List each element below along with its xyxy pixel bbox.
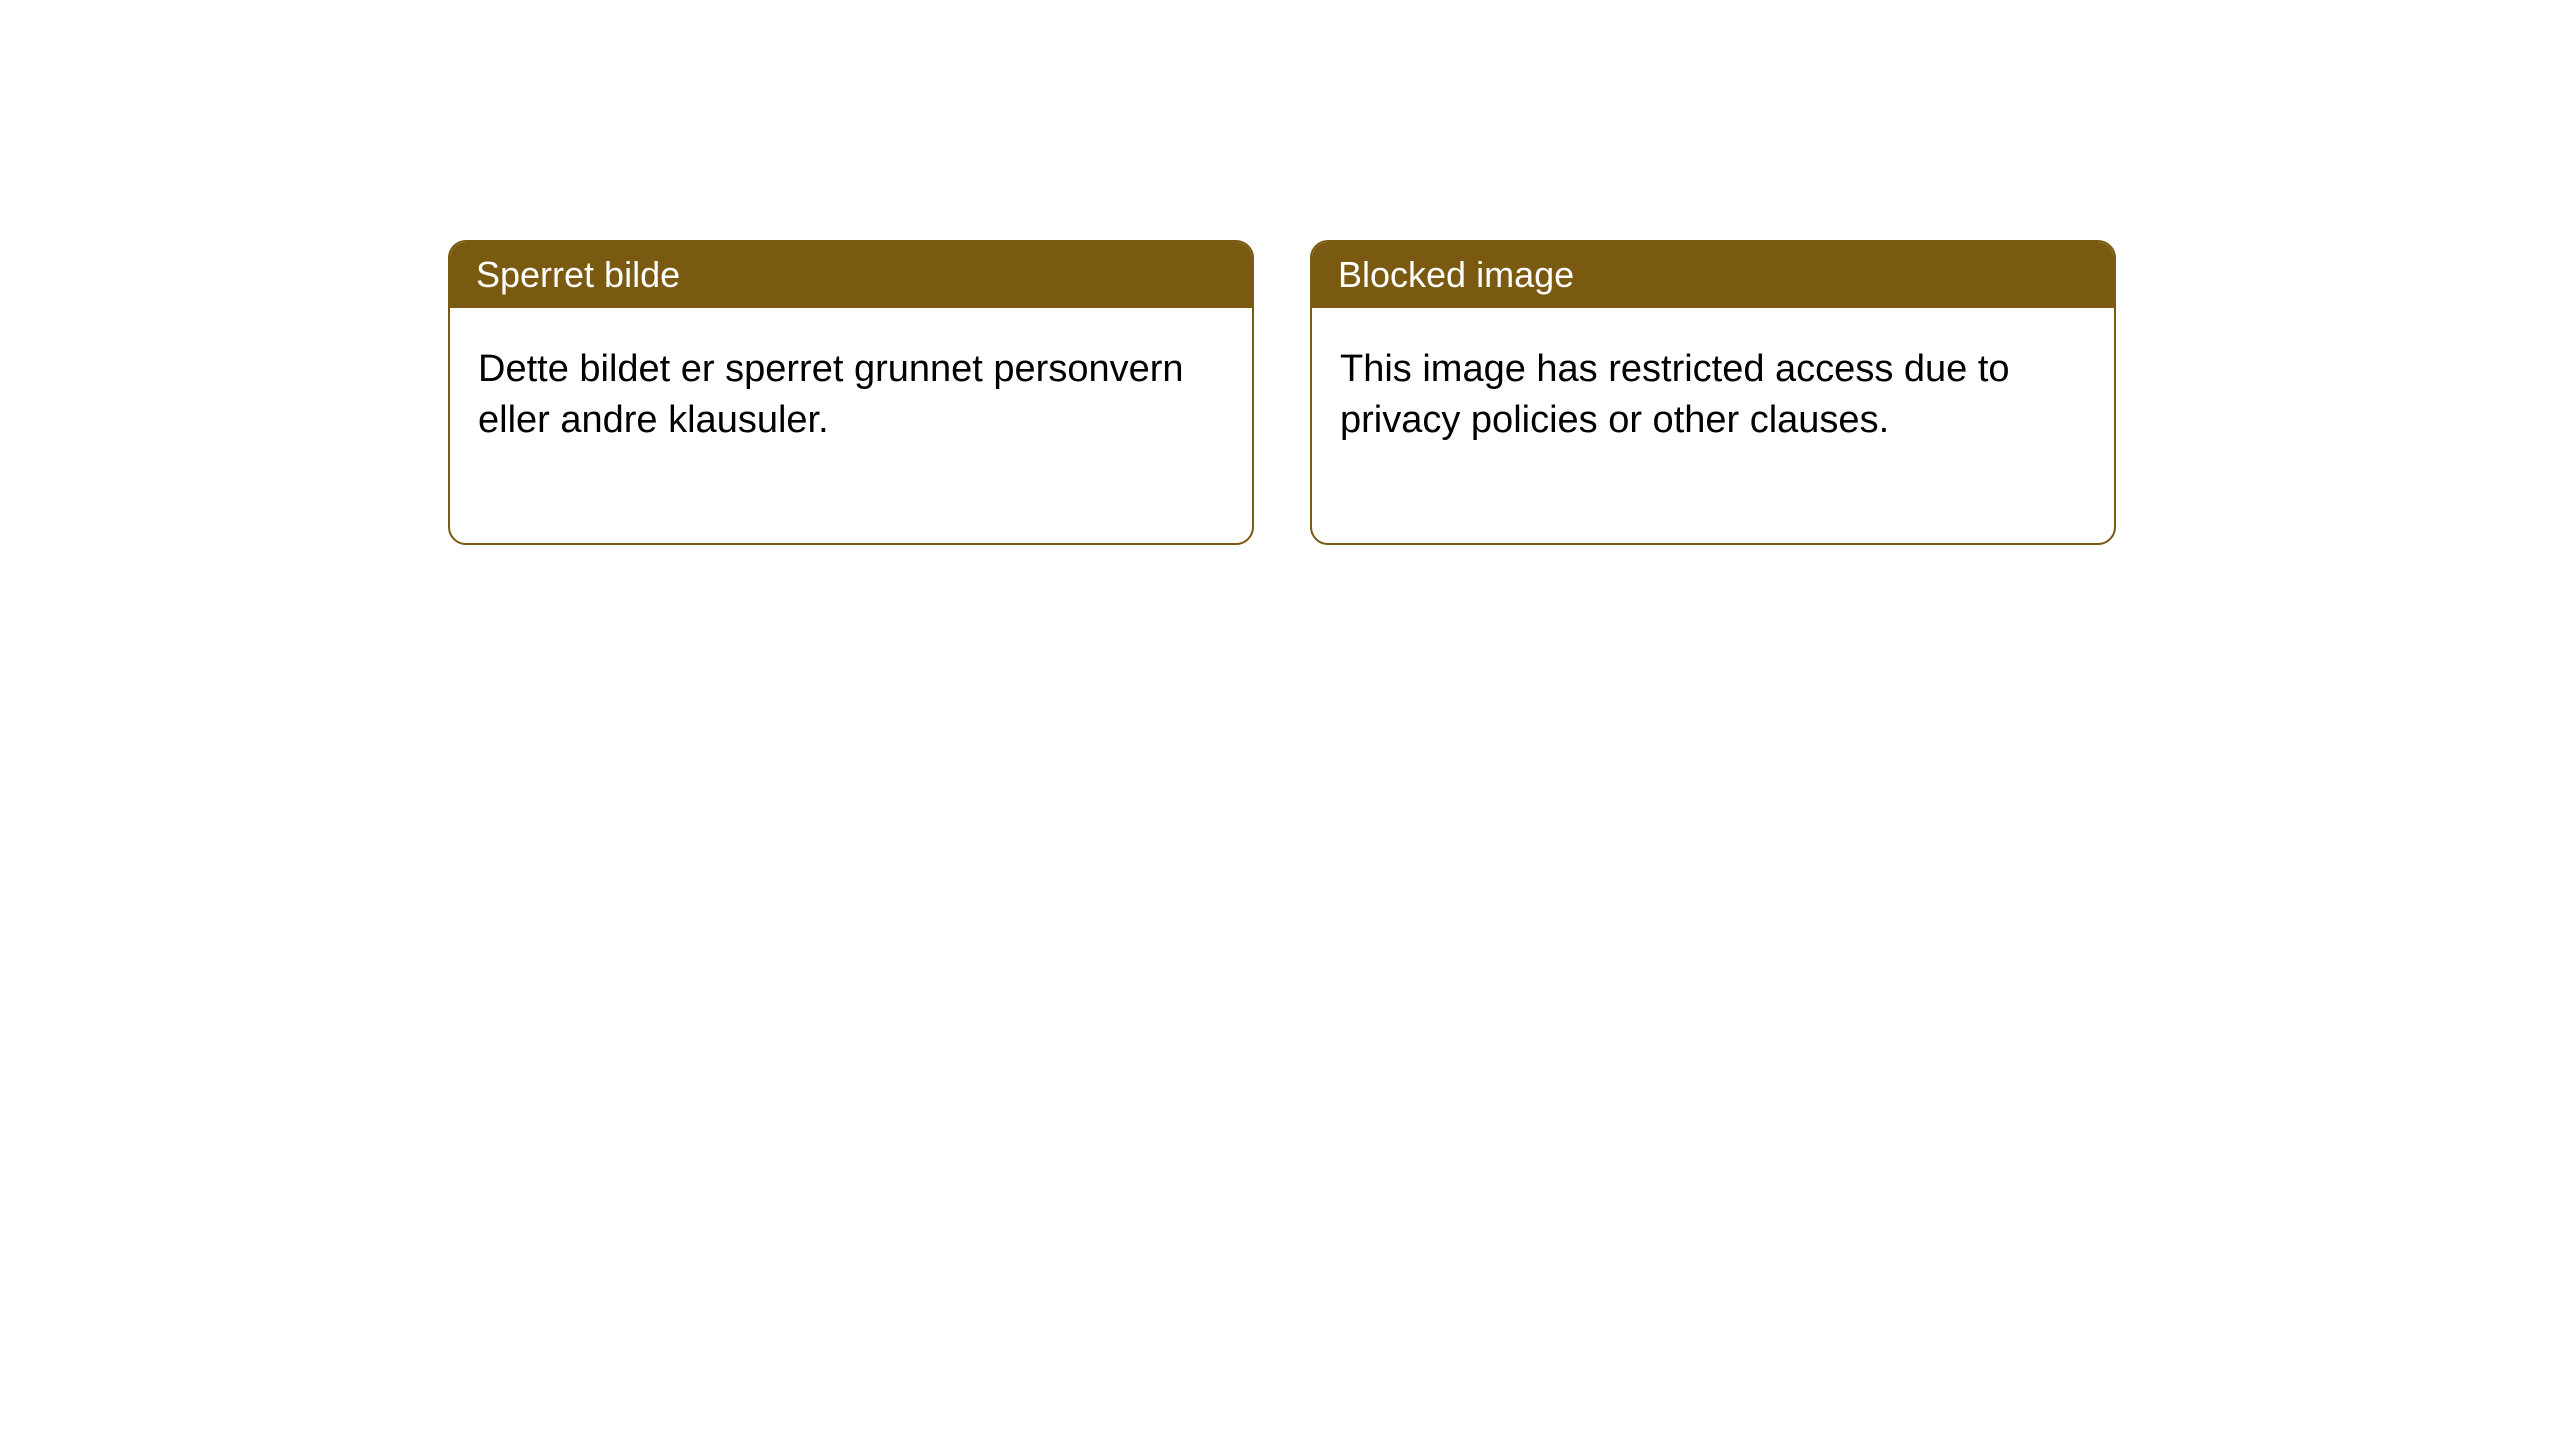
notice-body-no: Dette bildet er sperret grunnet personve… [450, 308, 1252, 543]
notice-container: Sperret bilde Dette bildet er sperret gr… [448, 240, 2116, 545]
notice-header-no: Sperret bilde [450, 242, 1252, 308]
notice-card-no: Sperret bilde Dette bildet er sperret gr… [448, 240, 1254, 545]
notice-header-en: Blocked image [1312, 242, 2114, 308]
notice-card-en: Blocked image This image has restricted … [1310, 240, 2116, 545]
notice-body-en: This image has restricted access due to … [1312, 308, 2114, 543]
